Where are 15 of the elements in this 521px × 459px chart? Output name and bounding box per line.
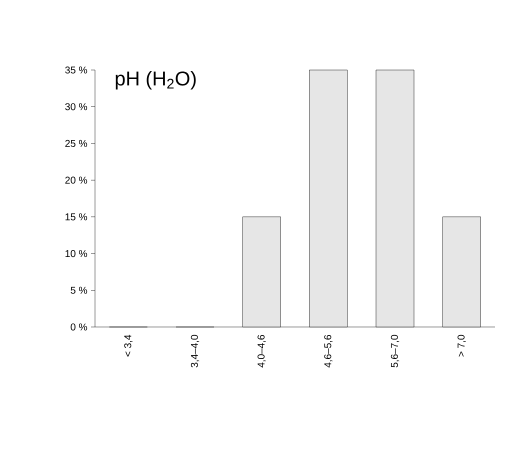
y-tick-label: 30 % [65,103,88,110]
x-tick-label: > 7,0 [458,334,466,356]
chart-title: pH (H$_{2}$O) [116,70,196,90]
y-tick-label: 20 % [65,176,88,184]
x-tick-label: 4,6–5,6 [324,334,332,368]
y-tick-label: 5 % [70,286,88,294]
x-tick-label: 4,0–4,6 [258,334,266,368]
y-tick-label: 35 % [65,66,88,74]
y-tick-label: 25 % [65,140,88,147]
y-tick-label: 15 % [66,213,88,220]
x-tick-label: < 3,4 [124,334,132,356]
y-tick-label: 10 % [66,250,88,258]
y-tick-label: 0 % [70,323,88,331]
x-tick-label: 3,4–4,0 [190,334,200,368]
x-tick-label: 5,6–7,0 [390,334,400,368]
